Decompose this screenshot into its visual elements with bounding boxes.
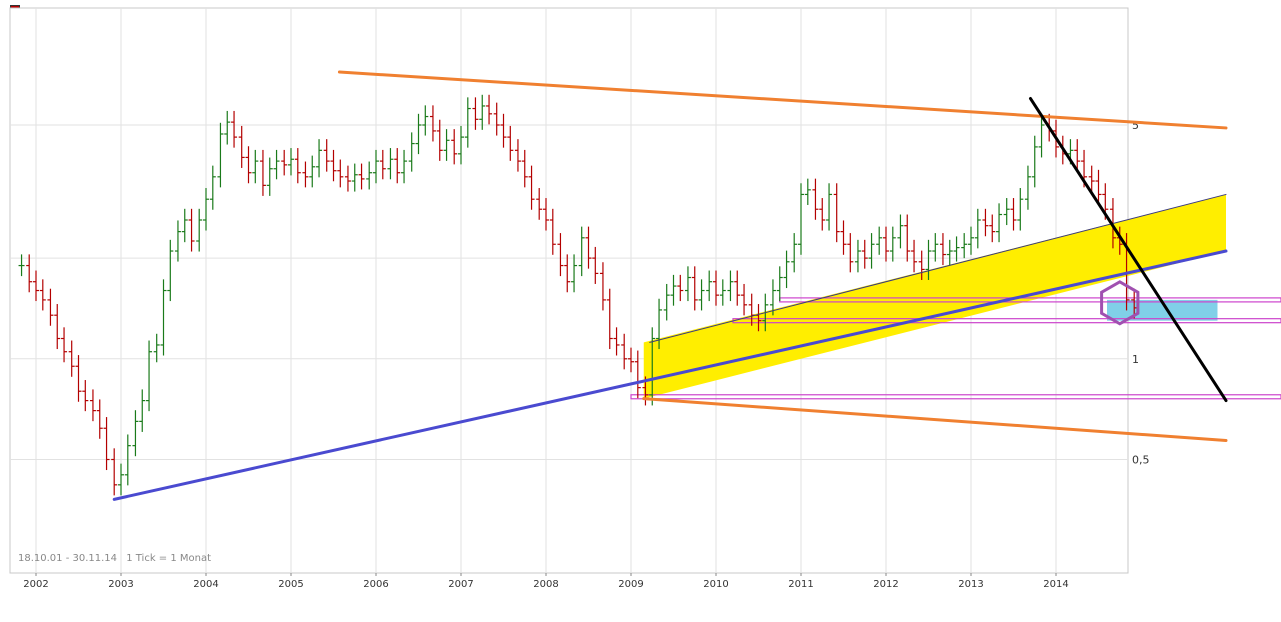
x-tick-label: 2003 — [108, 579, 133, 590]
date-range-label: 18.10.01 - 30.11.14 — [18, 553, 118, 564]
x-tick-label: 2014 — [1043, 579, 1068, 590]
x-tick-label: 2006 — [363, 579, 388, 590]
x-tick-label: 2005 — [278, 579, 303, 590]
upper-resistance-trendline — [337, 70, 1228, 130]
x-tick-label: 2002 — [23, 579, 48, 590]
x-tick-label: 2009 — [618, 579, 643, 590]
x-tick-label: 2010 — [703, 579, 728, 590]
x-tick-label: 2011 — [788, 579, 813, 590]
x-tick-label: 2013 — [958, 579, 983, 590]
x-tick-label: 2004 — [193, 579, 218, 590]
y-tick-label: 5 — [1132, 119, 1139, 132]
x-tick-label: 2012 — [873, 579, 898, 590]
y-tick-label: 1 — [1132, 353, 1139, 366]
inner-channel-trendline — [649, 193, 1227, 343]
x-tick-label: 2007 — [448, 579, 473, 590]
lower-channel-trendline — [642, 397, 1228, 442]
chart-info: 18.10.01 - 30.11.14 1 Tick = 1 Monat — [18, 553, 217, 564]
y-tick-label: 0,5 — [1132, 454, 1150, 467]
x-tick-label: 2008 — [533, 579, 558, 590]
tick-label: 1 Tick = 1 Monat — [126, 553, 212, 564]
annotation-layer — [18, 70, 1281, 501]
downtrend-line — [1029, 97, 1228, 403]
hexagon-marker — [1100, 280, 1140, 326]
support-trendline — [112, 249, 1228, 501]
price-level-line — [630, 394, 1281, 400]
